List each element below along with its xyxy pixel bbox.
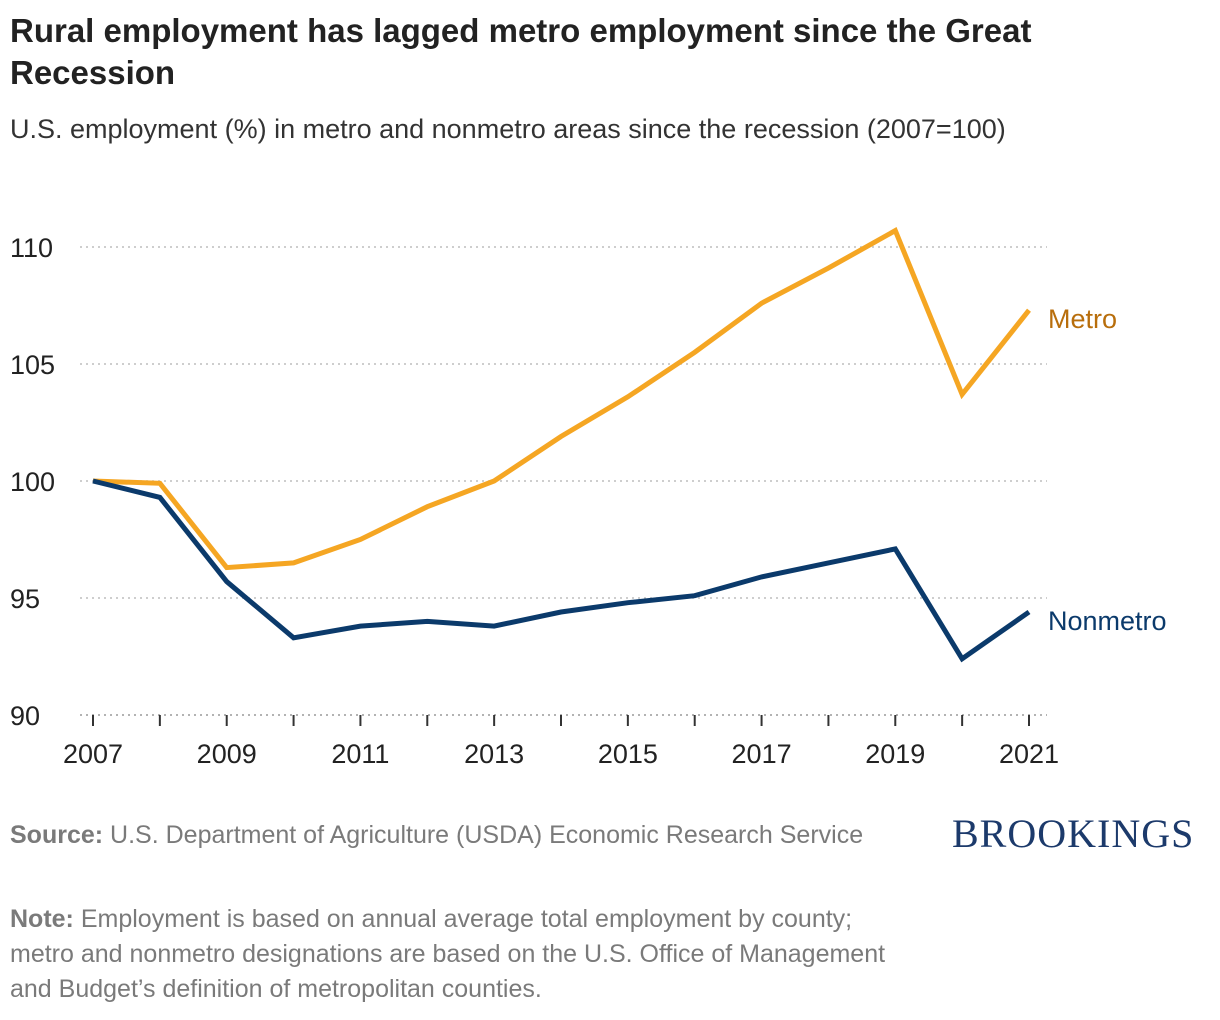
- series-lines: [92, 227, 1031, 663]
- x-tick-label: 2019: [865, 739, 925, 769]
- note-text: Employment is based on annual average to…: [10, 905, 886, 1003]
- x-axis-tick-labels: 2007 2009 2011 2013 2015 2017 2019 2021: [63, 739, 1059, 769]
- source-label: Source:: [10, 821, 104, 849]
- footnote: Note: Employment is based on annual aver…: [10, 902, 910, 1007]
- x-tick-label: 2013: [464, 739, 524, 769]
- x-tick-label: 2011: [331, 739, 389, 769]
- y-tick-label: 100: [10, 467, 55, 497]
- brookings-logo: BROOKINGS: [952, 811, 1195, 856]
- series-line-metro: [92, 227, 1031, 571]
- y-tick-label: 105: [10, 350, 55, 380]
- y-tick-label: 95: [10, 584, 40, 614]
- x-tick-label: 2007: [63, 739, 123, 769]
- series-line-nonmetro: [92, 478, 1031, 663]
- series-label-metro: Metro: [1048, 304, 1117, 334]
- x-tick-label: 2015: [598, 739, 658, 769]
- y-axis-tick-labels: 90 95 100 105 110: [10, 233, 55, 731]
- gridlines: [80, 246, 1047, 599]
- chart-subtitle: U.S. employment (%) in metro and nonmetr…: [10, 114, 1006, 144]
- x-axis: [80, 714, 1047, 726]
- note-label: Note:: [10, 905, 74, 933]
- series-labels: Metro Nonmetro: [1048, 304, 1167, 636]
- y-tick-label: 90: [10, 701, 40, 731]
- x-tick-label: 2009: [197, 739, 257, 769]
- x-tick-label: 2017: [732, 739, 792, 769]
- chart-title: Rural employment has lagged metro employ…: [10, 12, 1032, 91]
- source-text: U.S. Department of Agriculture (USDA) Ec…: [110, 821, 864, 849]
- x-tick-label: 2021: [999, 739, 1059, 769]
- source-note: Source: U.S. Department of Agriculture (…: [10, 818, 910, 853]
- series-label-nonmetro: Nonmetro: [1048, 606, 1167, 636]
- y-tick-label: 110: [10, 233, 53, 263]
